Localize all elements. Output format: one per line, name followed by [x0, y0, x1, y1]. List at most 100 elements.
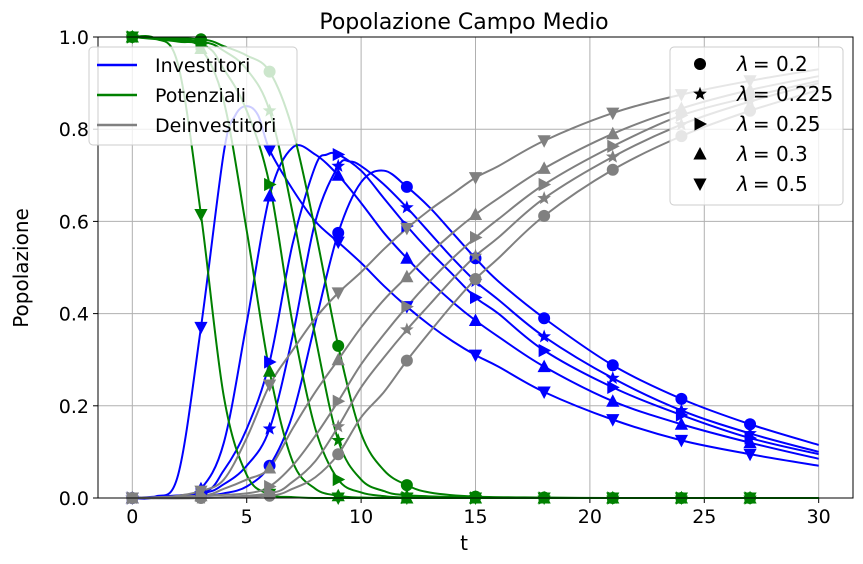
lambda-symbol: λ [736, 172, 749, 196]
data-point-potenziali-0.2 [400, 479, 413, 492]
data-point-investitori-0.3 [468, 313, 483, 327]
data-point-deinvestitori-0.225 [605, 149, 620, 163]
data-point-investitori-0.5 [606, 414, 620, 427]
data-point-deinvestitori-0.2 [469, 273, 482, 286]
data-point-deinvestitori-0.5 [537, 135, 551, 148]
y-tick-label: 0.6 [59, 211, 89, 233]
data-point-potenziali-0.5 [468, 492, 483, 505]
x-tick-label: 30 [807, 506, 831, 528]
axes-frame [97, 36, 854, 499]
lambda-value: = 0.5 [753, 172, 808, 196]
data-point-investitori-0.5 [743, 448, 757, 462]
lambda-symbol: λ [736, 82, 749, 106]
data-point-potenziali-0.5 [743, 492, 757, 505]
data-point-investitori-0.2 [332, 226, 345, 239]
x-tick-label: 0 [126, 506, 138, 528]
data-point-investitori-0.5 [194, 321, 208, 335]
legend-lambda-label: λ = 0.25 [736, 112, 821, 136]
data-point-potenziali-0.25 [264, 177, 277, 192]
legend-label-investitori: Investitori [155, 55, 250, 77]
data-point-investitori-0.2 [538, 312, 551, 325]
legend-marker-triangle-right-icon [694, 117, 707, 131]
data-point-deinvestitori-0.25 [538, 177, 552, 192]
data-point-investitori-0.25 [675, 408, 689, 422]
x-tick-label: 5 [241, 506, 253, 528]
data-point-deinvestitori-0.25 [470, 230, 483, 245]
y-axis-label: Popolazione [9, 208, 33, 328]
series-line-deinvestitori-0.225 [132, 82, 819, 500]
data-point-deinvestitori-0.3 [606, 126, 620, 140]
x-axis-label: t [460, 531, 468, 555]
data-point-potenziali-0.5 [125, 31, 139, 44]
data-point-deinvestitori-0.225 [400, 322, 414, 336]
chart-title: Popolazione Campo Medio [319, 10, 608, 35]
data-point-investitori-0.225 [743, 426, 757, 440]
data-point-investitori-0.25 [538, 343, 552, 358]
data-point-investitori-0.3 [674, 417, 689, 430]
data-point-investitori-0.225 [537, 329, 551, 343]
data-point-deinvestitori-0.5 [125, 492, 139, 505]
y-tick-label: 0.0 [59, 488, 89, 510]
legend-groups: Investitori Potenziali Deinvestitori [88, 46, 298, 146]
legend-lambda-label: λ = 0.3 [736, 142, 808, 166]
data-point-deinvestitori-0.3 [262, 461, 277, 474]
data-point-investitori-0.225 [400, 200, 414, 214]
data-point-deinvestitori-0.25 [401, 300, 414, 314]
legend-label-potenziali: Potenziali [155, 85, 246, 107]
data-point-investitori-0.3 [743, 435, 757, 449]
data-point-deinvestitori-0.225 [262, 486, 277, 500]
y-tick-label: 0.8 [59, 119, 89, 141]
lambda-symbol: λ [736, 142, 749, 166]
data-point-investitori-0.225 [262, 421, 277, 435]
legend-groups-box [88, 46, 298, 146]
data-point-deinvestitori-0.225 [468, 248, 483, 262]
x-tick-label: 15 [463, 506, 487, 528]
data-point-investitori-0.25 [470, 290, 483, 305]
series-line-investitori-0.3 [132, 144, 819, 499]
data-point-investitori-0.225 [605, 370, 620, 384]
legend-label-deinvestitori: Deinvestitori [155, 115, 276, 137]
data-point-investitori-0.2 [606, 359, 619, 372]
data-point-investitori-0.25 [607, 380, 620, 394]
data-point-deinvestitori-0.2 [538, 209, 551, 222]
data-point-investitori-0.2 [675, 392, 688, 405]
data-point-potenziali-0.2 [332, 339, 345, 352]
data-point-deinvestitori-0.3 [331, 352, 345, 366]
data-point-investitori-0.5 [331, 236, 345, 250]
data-point-potenziali-0.5 [400, 492, 414, 505]
data-point-potenziali-0.25 [332, 472, 346, 487]
data-point-deinvestitori-0.5 [194, 485, 208, 499]
data-point-deinvestitori-0.25 [607, 139, 620, 153]
lambda-symbol: λ [736, 112, 749, 136]
data-point-investitori-0.25 [332, 147, 346, 162]
data-point-investitori-0.2 [744, 418, 757, 431]
data-point-investitori-0.2 [400, 180, 413, 193]
legend-lambda-label: λ = 0.5 [736, 172, 808, 196]
series-line-investitori-0.25 [132, 151, 819, 499]
data-point-investitori-0.25 [264, 355, 277, 369]
y-tick-label: 0.4 [59, 304, 89, 326]
legend-lambda-box [669, 46, 844, 206]
data-point-investitori-0.5 [674, 434, 689, 448]
data-point-potenziali-0.5 [537, 492, 551, 505]
series-line-deinvestitori-0.5 [132, 68, 819, 500]
data-point-deinvestitori-0.225 [537, 191, 551, 205]
data-point-deinvestitori-0.3 [400, 269, 414, 283]
series-line-investitori-0.225 [132, 159, 819, 499]
legend-lambda-label: λ = 0.225 [736, 82, 833, 106]
data-point-potenziali-0.225 [331, 433, 346, 447]
tick-labels: 0 5 10 15 20 25 30 0.0 0.2 0.4 0.6 0.8 1.0 [59, 27, 831, 528]
data-point-investitori-0.225 [674, 403, 689, 417]
data-point-deinvestitori-0.3 [468, 207, 483, 220]
data-point-investitori-0.5 [537, 386, 551, 399]
data-point-potenziali-0.3 [262, 364, 277, 377]
data-point-deinvestitori-0.225 [331, 419, 346, 433]
y-tick-label: 1.0 [59, 27, 89, 49]
lambda-symbol: λ [736, 52, 749, 76]
data-point-deinvestitori-0.5 [606, 107, 620, 121]
data-point-deinvestitori-0.25 [332, 394, 346, 408]
data-point-deinvestitori-0.5 [262, 379, 277, 393]
data-point-potenziali-0.5 [194, 208, 208, 222]
lambda-value: = 0.25 [753, 112, 821, 136]
